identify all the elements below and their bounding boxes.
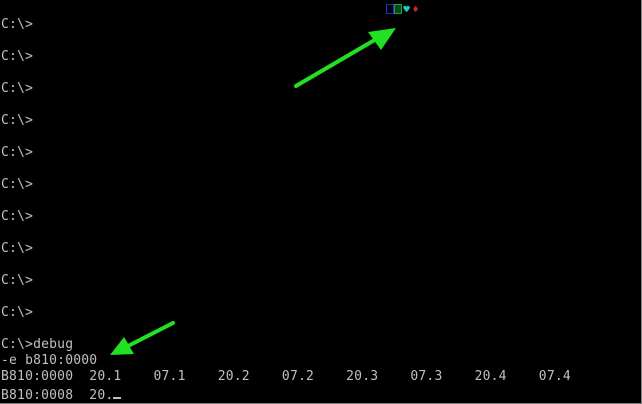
prompt-line: C:\> [1,273,34,288]
prompt-line: C:\> [1,145,34,160]
prompt-line: C:\> [1,177,34,192]
prompt-line: C:\> [1,305,34,320]
debug-command-line: C:\>debug [1,337,74,352]
memory-dump-input-line[interactable]: B810:0008 20. [1,385,122,403]
arrow-to-debug-command-icon [110,321,175,355]
prompt-line: C:\> [1,49,34,64]
memory-dump-input-text: B810:0008 20. [1,388,114,403]
prompt-line: C:\> [1,113,34,128]
green-box-icon [394,4,402,14]
heart-icon: ♥ [403,2,410,16]
diamond-icon: ♦ [412,2,419,16]
memory-dump-line: B810:0000 20.1 07.1 20.2 07.2 20.3 07.3 … [1,369,571,384]
prompt-line: C:\> [1,81,34,96]
video-memory-characters: ♥ ♦ [386,3,420,15]
prompt-line: C:\> [1,209,34,224]
text-cursor [113,385,122,399]
debug-enter-command: -e b810:0000 [1,353,98,368]
arrow-to-screen-characters-icon [294,28,396,88]
blue-box-icon [386,4,394,14]
prompt-line: C:\> [1,241,34,256]
prompt-line: C:\> [1,17,34,32]
